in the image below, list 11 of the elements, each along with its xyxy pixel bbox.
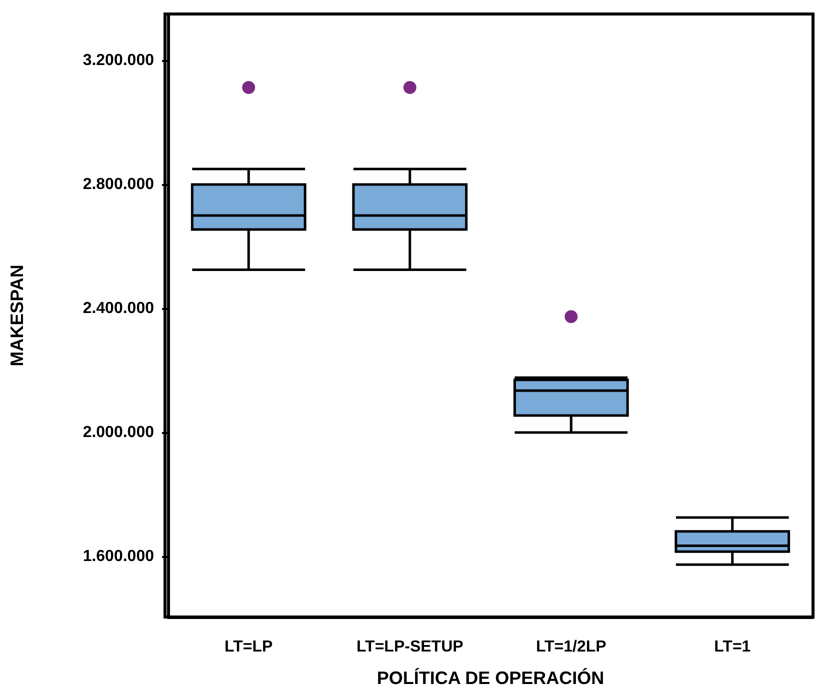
x-tick-label: LT=LP-SETUP [356,638,464,656]
y-tick-label: 2.800.000 [82,176,154,194]
x-tick-label: LT=1/2LP [536,638,607,656]
x-tick-label: LT=1 [714,638,751,656]
y-tick-label: 1.600.000 [82,548,154,566]
y-tick-label: 2.000.000 [82,424,154,442]
x-tick-label: LT=LP [224,638,274,656]
y-tick-label: 2.400.000 [82,300,154,318]
y-axis-title: MAKESPAN [7,264,27,366]
x-axis-title: POLÍTICA DE OPERACIÓN [376,668,604,688]
y-tick-label: 3.200.000 [82,52,154,70]
